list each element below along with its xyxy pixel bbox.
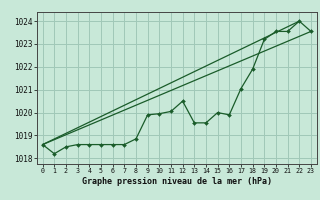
- X-axis label: Graphe pression niveau de la mer (hPa): Graphe pression niveau de la mer (hPa): [82, 177, 272, 186]
